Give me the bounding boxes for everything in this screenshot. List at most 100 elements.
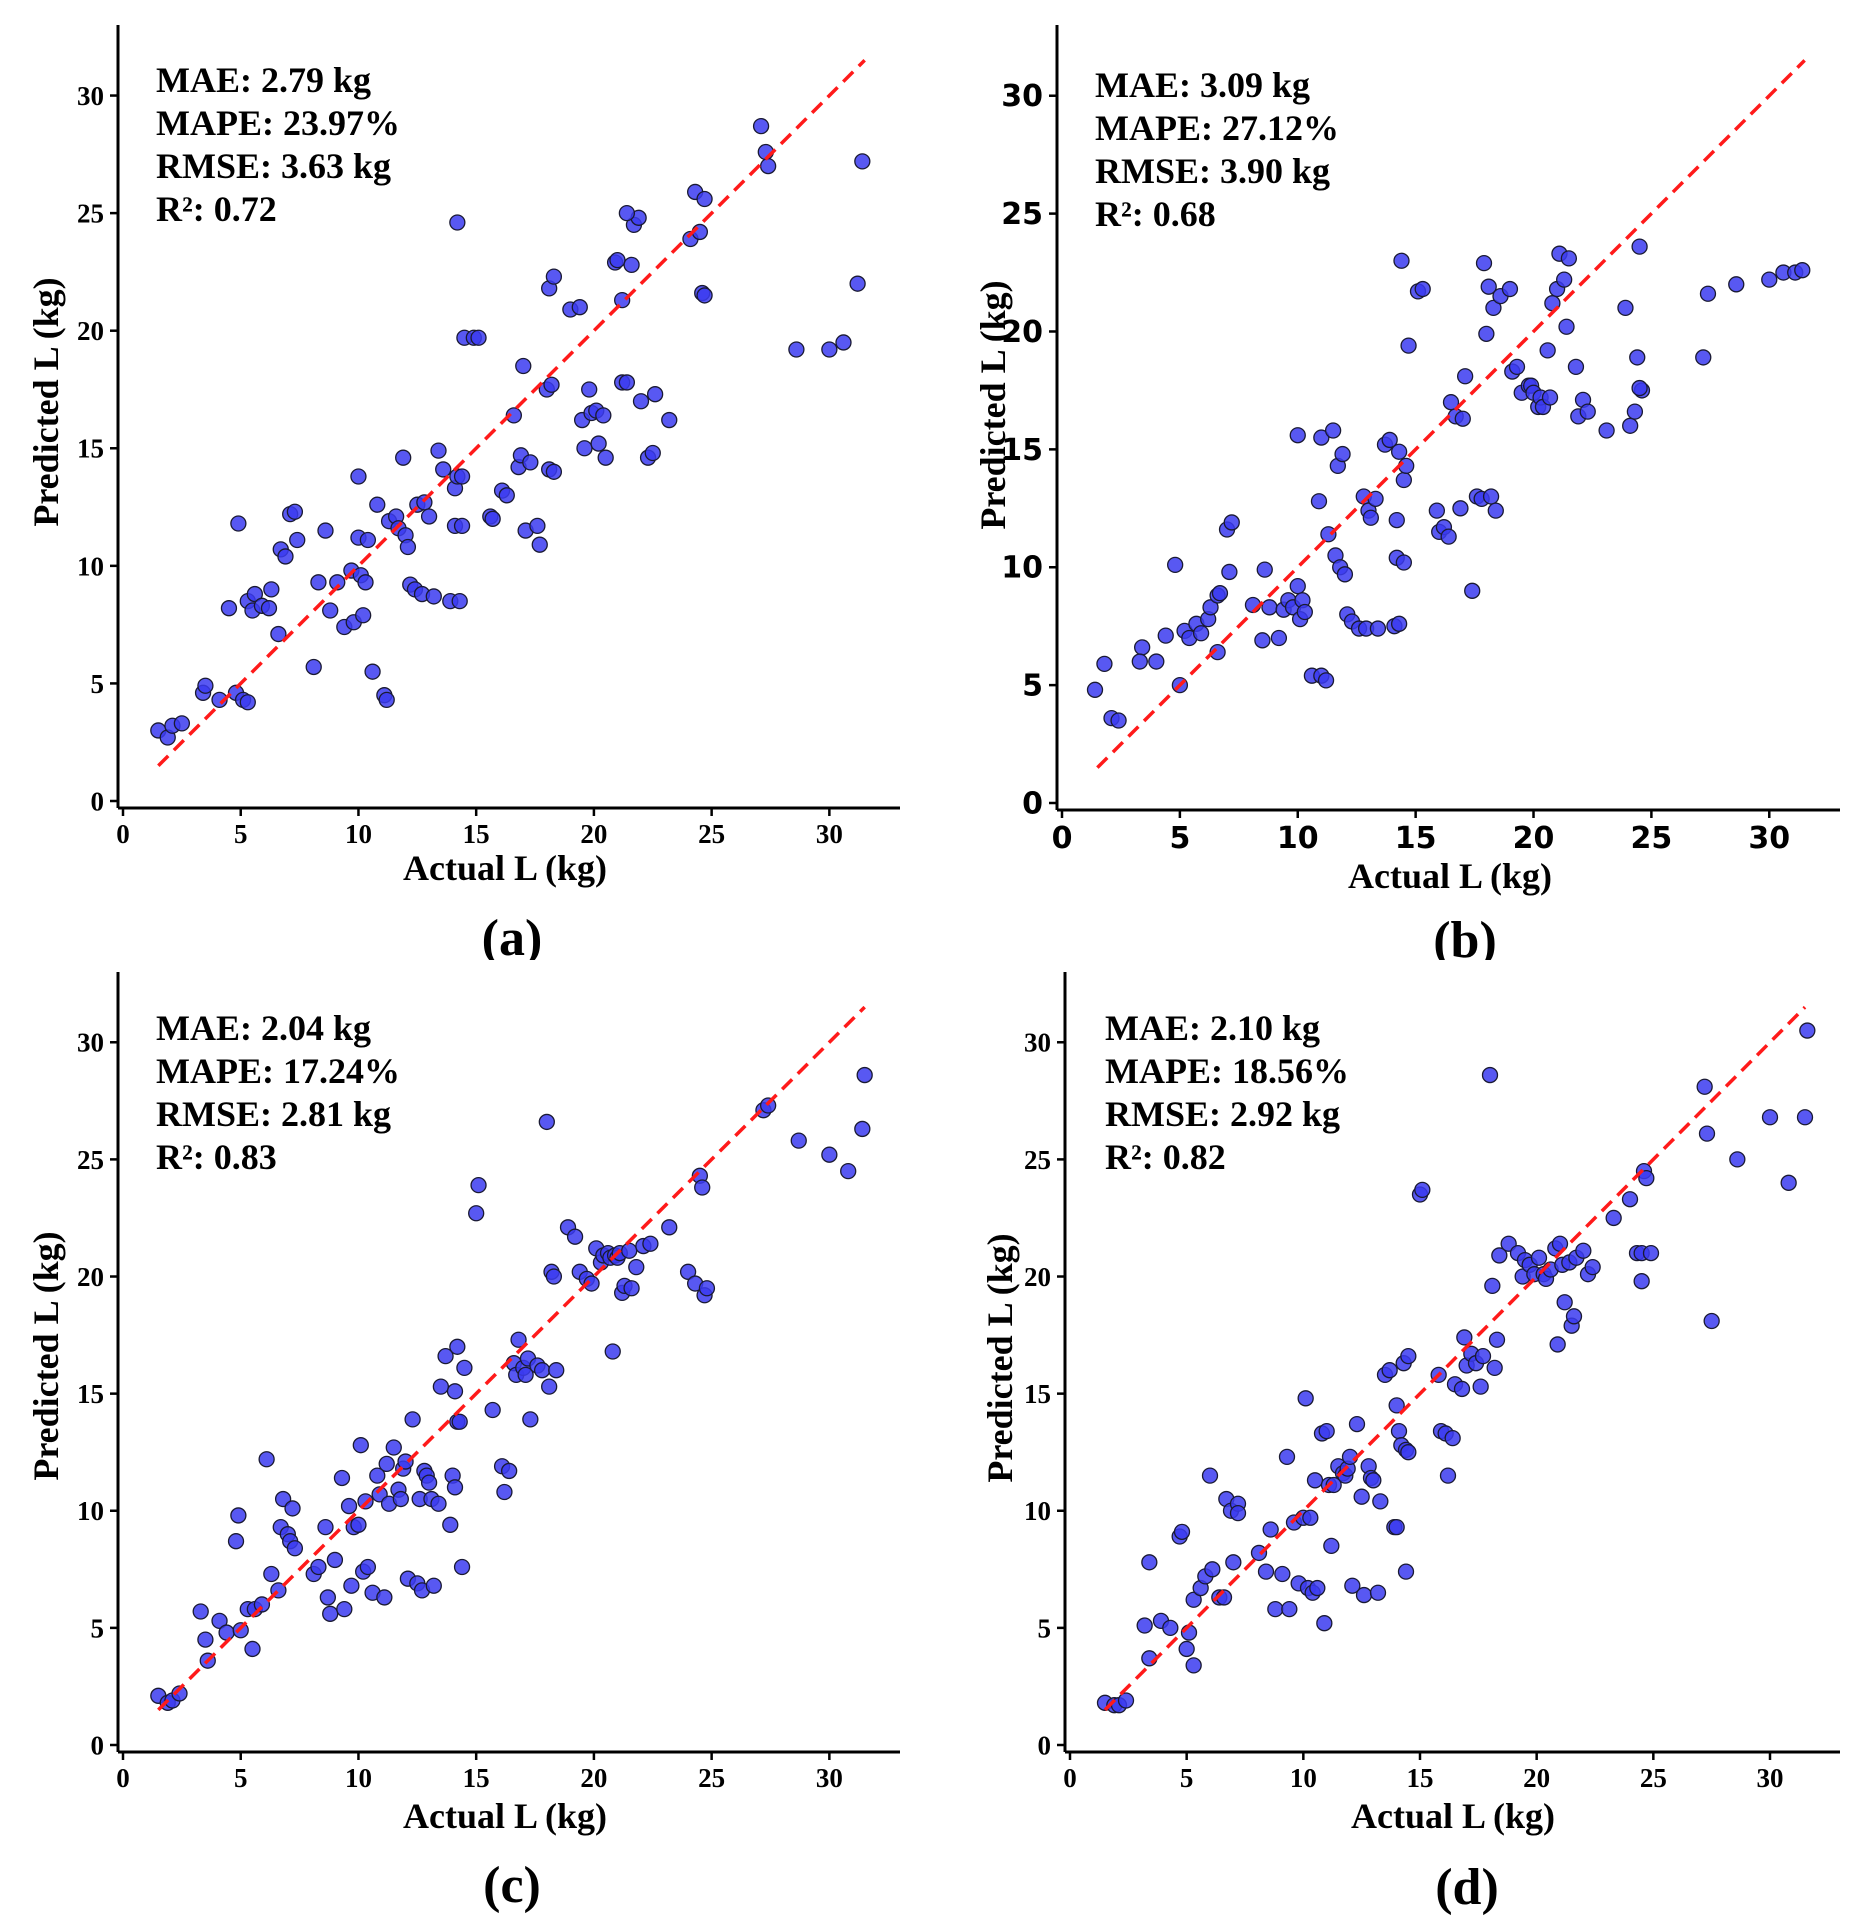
data-point (1344, 1577, 1361, 1594)
data-point (496, 1483, 513, 1501)
data-point (1390, 443, 1408, 460)
data-point (1381, 1362, 1398, 1379)
data-point (1336, 566, 1354, 583)
data-point (590, 435, 607, 452)
data-point (197, 677, 214, 694)
metric-mape: MAPE: 17.24% (156, 1051, 400, 1091)
data-point (1508, 358, 1526, 375)
data-point (1487, 502, 1504, 519)
data-point (317, 522, 334, 539)
data-point (515, 357, 532, 375)
data-point (211, 691, 228, 709)
y-tick-label: 15 (1024, 1379, 1051, 1409)
data-point (1134, 639, 1151, 656)
data-point (317, 1519, 334, 1536)
data-point (849, 275, 866, 292)
data-point (1185, 1591, 1202, 1608)
data-point (263, 581, 280, 598)
data-point (456, 1359, 473, 1377)
data-point (1622, 417, 1639, 434)
data-point (1761, 271, 1778, 288)
data-point (1225, 1554, 1242, 1571)
data-point (453, 468, 471, 485)
y-tick-label: 5 (91, 669, 105, 699)
data-point (510, 1331, 527, 1348)
metric-r2: R²: 0.82 (1105, 1137, 1226, 1177)
data-point (1086, 681, 1104, 698)
x-tick-label: 15 (1395, 821, 1437, 856)
y-axis-label: Predicted L (kg) (973, 280, 1013, 529)
data-point (1397, 1563, 1415, 1580)
data-point (571, 299, 588, 316)
data-point (1475, 254, 1493, 272)
data-point (246, 585, 264, 603)
panel-label-b: (b) (1433, 912, 1497, 960)
data-point (1464, 582, 1481, 599)
scatter-chart-d: 0 5 10 15 20 25 30 0 5 10 15 20 25 30 MAE: 2.10 kg MA… (980, 972, 1840, 1916)
data-point (1381, 431, 1398, 449)
data-point (1388, 511, 1405, 529)
metrics-box-b: MAE: 3.09 kg MAPE: 27.12% RMSE: 3.90 kg … (1095, 65, 1339, 234)
data-point (1549, 1336, 1566, 1353)
data-point (1696, 1078, 1713, 1095)
data-point (446, 1383, 464, 1400)
data-point (192, 1603, 209, 1620)
data-point (1530, 1249, 1548, 1266)
data-point (1270, 629, 1288, 647)
data-point (1453, 1380, 1471, 1398)
y-tick-label: 0 (1038, 1730, 1052, 1760)
data-point (1369, 1584, 1387, 1601)
data-point (395, 449, 412, 466)
data-point (173, 715, 191, 732)
y-axis-label: Predicted L (kg) (980, 1233, 1020, 1482)
data-point (1485, 299, 1502, 317)
data-point (1631, 379, 1648, 397)
data-point (1567, 358, 1585, 375)
data-point (1414, 280, 1431, 298)
data-point (359, 1558, 377, 1576)
data-point (788, 341, 805, 358)
data-point (284, 1500, 301, 1517)
data-point (1309, 1579, 1326, 1597)
data-point (1313, 429, 1330, 446)
x-tick-label: 15 (1407, 1763, 1434, 1793)
data-point (581, 381, 598, 398)
x-tick-label: 10 (1290, 1763, 1317, 1793)
data-point (1472, 1378, 1489, 1395)
data-point (1192, 625, 1210, 642)
data-point (1390, 1422, 1408, 1440)
data-point (350, 468, 367, 485)
data-point (425, 588, 442, 605)
data-point (548, 1362, 565, 1379)
data-point (1365, 1472, 1382, 1489)
data-point (840, 1162, 857, 1180)
data-point (1395, 471, 1412, 489)
data-point (446, 1479, 464, 1496)
data-point (1565, 1308, 1583, 1325)
data-point (1209, 643, 1226, 661)
x-tick-label: 30 (816, 819, 843, 849)
data-point (1117, 1692, 1135, 1709)
panel-d: 0 5 10 15 20 25 30 0 5 10 15 20 25 30 MAE: 2.10 kg MA… (935, 960, 1870, 1920)
data-point (352, 1437, 369, 1454)
metric-mae: MAE: 2.79 kg (156, 60, 371, 100)
metric-mae: MAE: 2.04 kg (156, 1008, 371, 1048)
identity-line (157, 1005, 866, 1712)
data-point (498, 487, 515, 504)
y-tick-label: 20 (1024, 1262, 1051, 1292)
data-point (576, 440, 593, 457)
metric-r2: R²: 0.72 (156, 189, 277, 229)
data-point (531, 536, 548, 553)
data-point (1201, 1467, 1219, 1484)
data-point (1584, 1258, 1601, 1276)
data-point (1162, 1619, 1179, 1637)
data-point (355, 607, 372, 624)
data-point (500, 1462, 518, 1480)
metric-mae: MAE: 2.10 kg (1105, 1008, 1320, 1048)
data-point (1605, 1209, 1622, 1227)
data-point (1560, 250, 1578, 267)
x-tick-label: 5 (234, 819, 248, 849)
data-point (376, 1589, 393, 1606)
data-point (451, 1413, 468, 1430)
y-tick-label: 10 (1001, 551, 1043, 586)
